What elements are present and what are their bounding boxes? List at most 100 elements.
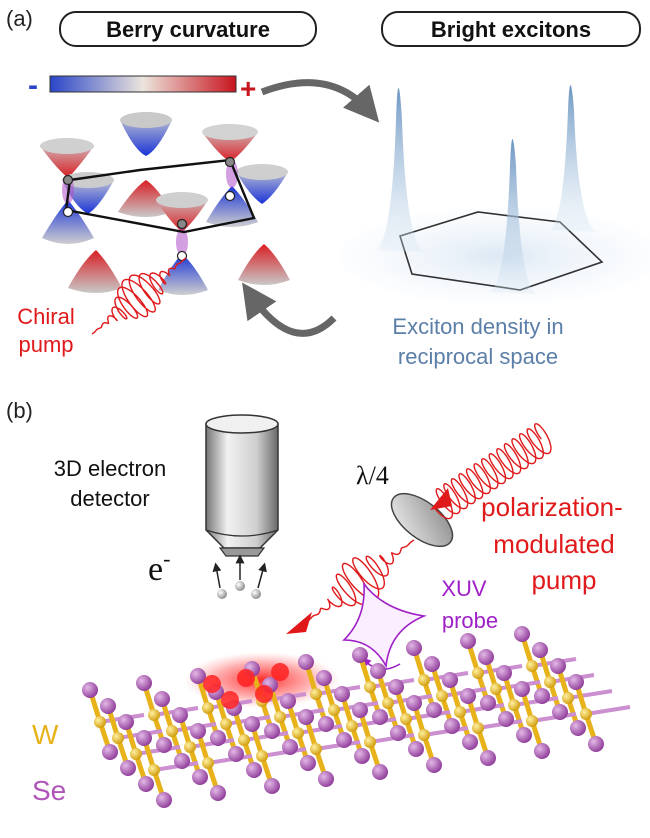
panel-a-label: (a) (6, 6, 33, 31)
se-atom (318, 771, 334, 787)
w-atom (382, 697, 394, 709)
reciprocal-hexagon (398, 211, 604, 291)
pump-label-line3: pump (531, 565, 596, 595)
w-atom (220, 718, 232, 730)
se-atom (118, 714, 134, 730)
se-atom (246, 762, 262, 778)
waveplate-label: λ/4 (356, 461, 389, 490)
w-atom (418, 729, 430, 741)
se-atom (424, 656, 440, 672)
w-w-bond (423, 726, 469, 737)
se-atom (316, 670, 332, 686)
se-atom (372, 709, 388, 725)
w-w-bond (135, 745, 181, 756)
w-atom (202, 757, 214, 769)
se-atom (478, 649, 494, 665)
exciton-peak-2 (490, 139, 536, 294)
se-atom (534, 743, 550, 759)
se-atom (462, 734, 478, 750)
exciton-density-line1: Exciton density in (392, 314, 563, 339)
w-atom (202, 702, 214, 714)
se-atom (514, 681, 530, 697)
w-atom (544, 676, 556, 688)
w-atom (256, 750, 268, 762)
detector-label-line1: 3D electron (54, 456, 167, 481)
w-w-bond (243, 731, 289, 742)
se-atom (210, 785, 226, 801)
wse2-lattice (82, 626, 631, 808)
se-atom (352, 702, 368, 718)
se-atom (282, 739, 298, 755)
w-atom (166, 725, 178, 737)
se-atom (190, 668, 206, 684)
photoelectrons (212, 554, 267, 599)
se-atom (190, 723, 206, 739)
se-atom (298, 654, 314, 670)
se-atom (552, 704, 568, 720)
se-atom (318, 716, 334, 732)
w-w-bond (513, 696, 559, 707)
se-atom (442, 672, 458, 688)
se-atom (460, 633, 476, 649)
w-atom (112, 732, 124, 744)
element-w-label: W (32, 719, 59, 750)
pump-label: pump (18, 332, 73, 357)
se-atom (496, 665, 512, 681)
se-atom (172, 707, 188, 723)
se-atom (156, 792, 172, 808)
pump-arrowhead-bottom (286, 612, 312, 634)
w-w-bond (261, 747, 307, 758)
se-atom (568, 674, 584, 690)
berry-curvature-box: Berry curvature (59, 11, 317, 47)
w-atom (292, 727, 304, 739)
w-atom (310, 688, 322, 700)
se-atom (264, 723, 280, 739)
w-atom (364, 736, 376, 748)
pump-label-line1: polarization- (481, 492, 623, 522)
se-atom (372, 764, 388, 780)
excited-atom (203, 675, 221, 693)
exciton-peak-3 (550, 85, 596, 232)
se-atom (406, 695, 422, 711)
w-atom (328, 704, 340, 716)
w-w-bond (369, 733, 415, 744)
se-atom (480, 750, 496, 766)
w-atom (562, 692, 574, 704)
probe-label: probe (442, 608, 498, 633)
se-atom (280, 693, 296, 709)
se-atom (444, 718, 460, 734)
w-w-bond (189, 738, 235, 749)
w-atom (454, 706, 466, 718)
w-w-bond (531, 712, 577, 723)
se-atom (228, 746, 244, 762)
w-atom (400, 713, 412, 725)
se-atom (102, 744, 118, 760)
se-atom (156, 737, 172, 753)
se-atom (570, 720, 586, 736)
w-w-bond (585, 705, 631, 716)
electron-label: e- (148, 546, 170, 588)
band-cones (40, 112, 290, 295)
se-atom (426, 757, 442, 773)
pump-label-line2: modulated (493, 529, 614, 559)
w-atom (472, 667, 484, 679)
se-atom (406, 640, 422, 656)
w-atom (490, 683, 502, 695)
excited-atom (271, 663, 289, 681)
se-atom (138, 776, 154, 792)
valley-points (62, 156, 236, 262)
incoming-pump-wave (434, 422, 552, 520)
forward-arrow (260, 79, 380, 123)
se-atom (264, 778, 280, 794)
se-atom (408, 741, 424, 757)
w-atom (580, 708, 592, 720)
w-atom (94, 716, 106, 728)
modulated-pump-wave (305, 539, 415, 623)
w-w-bond (315, 740, 361, 751)
se-atom (300, 755, 316, 771)
quarter-waveplate (390, 492, 454, 548)
se-atom (298, 709, 314, 725)
se-atom (136, 675, 152, 691)
w-atom (526, 715, 538, 727)
excited-atom (221, 691, 239, 709)
